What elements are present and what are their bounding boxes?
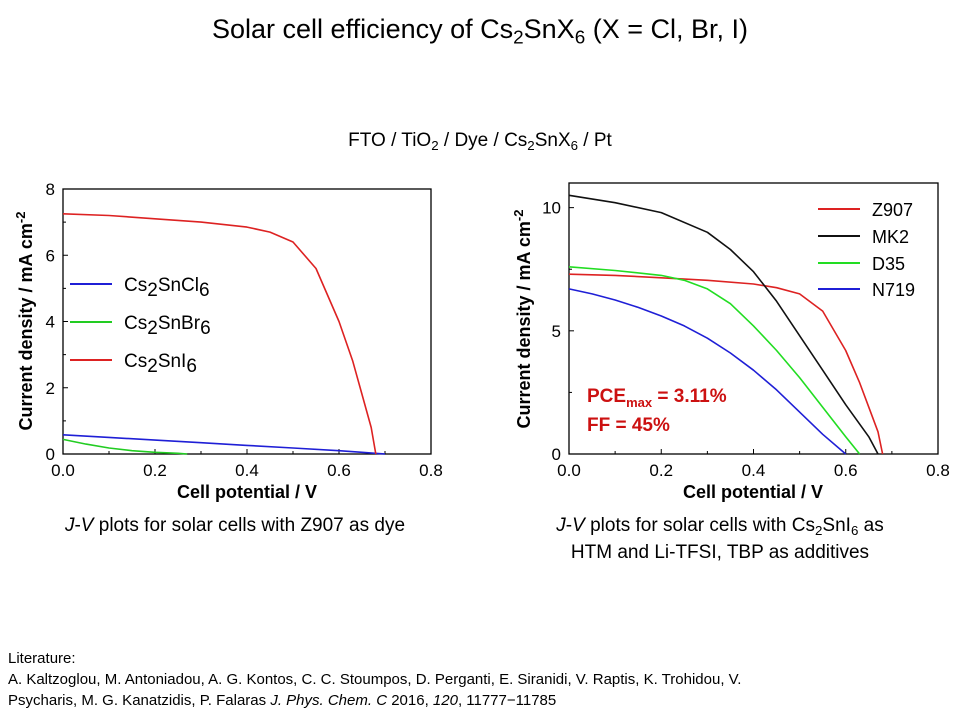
pce-annotation: PCEmax = 3.11%: [587, 386, 727, 410]
legend: Cs2SnCl6 Cs2SnBr6 Cs2SnI6: [70, 275, 211, 377]
caption-right: J-V plots for solar cells with Cs2SnI6 a…: [556, 515, 884, 563]
slide-title: Solar cell efficiency of Cs2SnX6 (X = Cl…: [212, 14, 748, 49]
ff-annotation: FF = 45%: [587, 415, 670, 436]
literature-authors: A. Kaltzoglou, M. Antoniadou, A. G. Kont…: [8, 671, 742, 688]
legend-label-cs2snbr6: Cs2SnBr6: [124, 313, 211, 339]
x-tick-label: 0.6: [834, 461, 858, 480]
x-tick-label: 0.6: [327, 461, 351, 480]
x-tick-label: 0.2: [649, 461, 673, 480]
literature-citation: Psycharis, M. G. Kanatzidis, P. Falaras …: [8, 692, 557, 709]
x-tick-label: 0.4: [742, 461, 766, 480]
y-tick-label: 4: [46, 313, 55, 332]
caption-left: J-V plots for solar cells with Z907 as d…: [64, 515, 406, 536]
legend-label-z907: Z907: [872, 200, 913, 220]
x-tick-label: 0.8: [419, 461, 443, 480]
legend-label-n719: N719: [872, 280, 915, 300]
plot-frame: [62, 188, 432, 455]
y-tick-label: 6: [46, 246, 55, 265]
device-structure-label: FTO / TiO2 / Dye / Cs2SnX6 / Pt: [348, 130, 612, 153]
x-tick-label: 0.4: [235, 461, 259, 480]
y-axis-label: Current density / mA cm-2: [13, 212, 36, 431]
y-tick-label: 0: [46, 445, 55, 464]
series-line-mk2: [568, 194, 879, 455]
series-line-d35: [568, 266, 861, 455]
y-tick-label: 0: [552, 445, 561, 464]
literature-heading: Literature:: [8, 650, 76, 667]
y-tick-label: 8: [46, 180, 55, 199]
plot-area: 0.0 0.2 0.4 0.6 0.8 0 2 4 6 8: [46, 180, 443, 480]
legend-label-mk2: MK2: [872, 227, 909, 247]
y-axis-label: Current density / mA cm-2: [511, 210, 534, 429]
plot-area: 0.0 0.2 0.4 0.6 0.8 0 5 10: [542, 182, 950, 480]
legend: Z907 MK2 D35 N719: [818, 200, 915, 300]
x-tick-label: 0.8: [926, 461, 950, 480]
x-tick-label: 0.0: [51, 461, 75, 480]
x-axis-label: Cell potential / V: [683, 482, 823, 502]
legend-label-d35: D35: [872, 254, 905, 274]
plot-frame: [568, 182, 939, 455]
literature-reference: Literature: A. Kaltzoglou, M. Antoniadou…: [8, 648, 956, 711]
series-line-z907: [568, 273, 884, 455]
legend-label-cs2sni6: Cs2SnI6: [124, 351, 197, 377]
y-tick-label: 5: [552, 322, 561, 341]
x-axis-label: Cell potential / V: [177, 482, 317, 502]
series-line-cs2snbr6: [62, 438, 188, 455]
series-line-cs2sni6: [62, 213, 377, 455]
legend-label-cs2sncl6: Cs2SnCl6: [124, 275, 210, 301]
series-line-cs2sncl6: [62, 434, 386, 455]
series-line-n719: [568, 288, 847, 455]
x-tick-label: 0.2: [143, 461, 167, 480]
y-tick-label: 2: [46, 379, 55, 398]
x-tick-label: 0.0: [557, 461, 581, 480]
jv-chart-dyes: 0.0 0.2 0.4 0.6 0.8 0 5 10 Z907 MK2 D35 N719 PC…: [511, 182, 950, 502]
jv-chart-halides: 0.0 0.2 0.4 0.6 0.8 0 2 4 6 8 Cs2SnCl6 Cs2SnBr6 C…: [13, 180, 443, 502]
y-tick-label: 10: [542, 199, 561, 218]
